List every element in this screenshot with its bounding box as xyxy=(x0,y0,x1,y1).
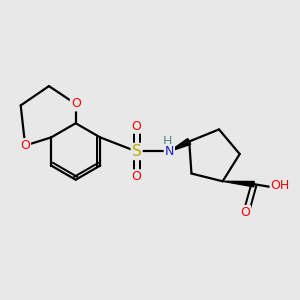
Polygon shape xyxy=(169,139,191,152)
Text: O: O xyxy=(71,98,81,110)
Text: O: O xyxy=(132,170,142,183)
Text: O: O xyxy=(240,206,250,219)
Text: S: S xyxy=(132,144,142,159)
Text: N: N xyxy=(165,145,174,158)
Text: OH: OH xyxy=(271,179,290,192)
Text: O: O xyxy=(20,139,30,152)
Text: O: O xyxy=(132,120,142,133)
Text: H: H xyxy=(162,135,172,148)
Polygon shape xyxy=(223,181,254,187)
